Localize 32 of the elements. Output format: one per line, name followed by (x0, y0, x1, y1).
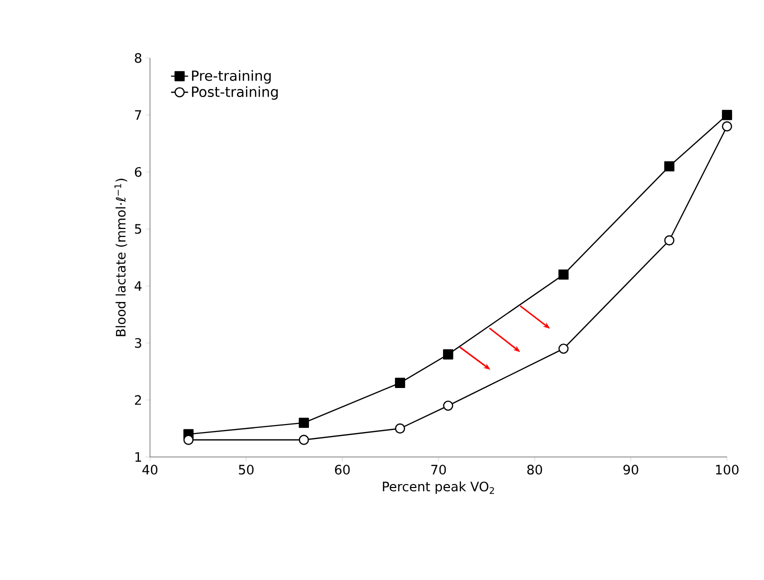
point (298, 418, 309, 428)
x-axis-title: Percent peak VO$_{2}$ (382, 481, 494, 494)
y-axis-title: Blood lactate (mmol·ℓ$^{−1}$) (114, 178, 128, 336)
point (664, 161, 674, 172)
x-tick-label: 50 (238, 464, 254, 475)
y-tick-label: 3 (134, 338, 142, 348)
point (394, 423, 406, 434)
y-tick-label: 2 (134, 395, 141, 405)
point (394, 378, 406, 388)
point (664, 235, 674, 246)
x-tick-label: 90 (623, 464, 638, 475)
legend-label: Pre-training (192, 70, 271, 84)
point (558, 270, 569, 280)
legend-label: Post-training (192, 86, 278, 100)
point (443, 400, 454, 411)
x-tick-label: 80 (527, 464, 542, 475)
y-tick-label: 1 (135, 452, 142, 462)
x-tick-label: 70 (431, 464, 446, 475)
y-tick-label: 6 (134, 167, 142, 177)
y-tick-label: 8 (134, 53, 142, 63)
y-tick-label: 4 (134, 281, 142, 291)
point (183, 434, 194, 445)
point (722, 121, 732, 132)
point (722, 110, 732, 120)
x-tick-label: 100 (716, 464, 738, 475)
y-tick-label: 5 (134, 224, 142, 234)
x-tick-label: 60 (335, 464, 350, 475)
y-tick-label: 7 (135, 110, 142, 120)
point (443, 349, 454, 360)
point (298, 434, 309, 445)
point (558, 344, 569, 354)
x-tick-label: 40 (142, 464, 158, 475)
